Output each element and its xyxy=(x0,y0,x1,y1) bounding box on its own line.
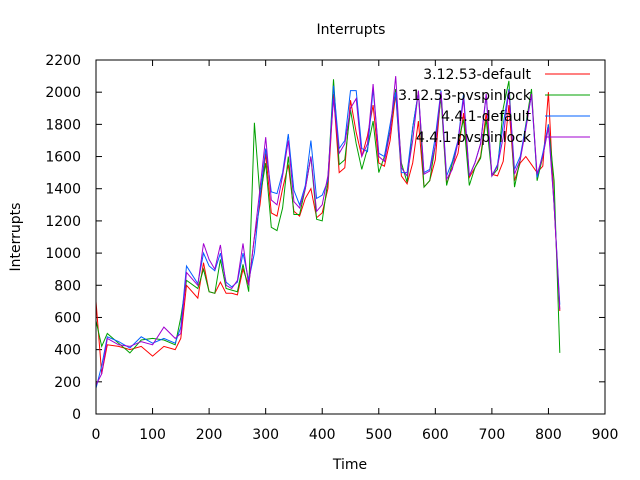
chart-title: Interrupts xyxy=(317,22,386,38)
x-tick-label: 0 xyxy=(92,427,101,443)
y-tick-label: 400 xyxy=(54,343,81,359)
x-tick-label: 700 xyxy=(479,427,506,443)
y-axis-label: Interrupts xyxy=(8,203,24,272)
axis-ticks: 0 100 200 300 400 500 600 700 800 900 0 200 400 600 80… xyxy=(45,53,618,443)
x-tick-label: 300 xyxy=(252,427,279,443)
series-line-1 xyxy=(95,79,561,354)
plot-frame xyxy=(95,59,606,415)
legend: 3.12.53-default 3.12.53-pvspinlock 4.4.1-d… xyxy=(398,67,590,146)
series-lines xyxy=(95,76,561,389)
x-tick-label: 200 xyxy=(196,427,223,443)
legend-label: 4.4.1-pvspinlock xyxy=(416,130,532,146)
y-tick-label: 600 xyxy=(54,310,81,326)
y-tick-label: 200 xyxy=(54,375,81,391)
series-line-3 xyxy=(95,76,561,386)
y-tick-label: 1600 xyxy=(45,150,81,166)
y-tick-label: 2000 xyxy=(45,85,81,101)
y-tick-label: 1000 xyxy=(45,246,81,262)
legend-label: 4.4.1-default xyxy=(441,109,531,125)
y-tick-label: 1200 xyxy=(45,214,81,230)
legend-label: 3.12.53-pvspinlock xyxy=(398,88,532,104)
legend-label: 3.12.53-default xyxy=(423,67,531,83)
y-tick-label: 800 xyxy=(54,278,81,294)
y-tick-label: 1400 xyxy=(45,182,81,198)
x-axis-label: Time xyxy=(332,457,367,473)
x-tick-label: 600 xyxy=(422,427,449,443)
x-tick-label: 800 xyxy=(535,427,562,443)
x-tick-label: 900 xyxy=(592,427,619,443)
y-tick-label: 1800 xyxy=(45,117,81,133)
x-tick-label: 500 xyxy=(365,427,392,443)
x-tick-label: 100 xyxy=(139,427,166,443)
y-tick-label: 2200 xyxy=(45,53,81,69)
y-tick-label: 0 xyxy=(72,407,81,423)
x-tick-label: 400 xyxy=(309,427,336,443)
